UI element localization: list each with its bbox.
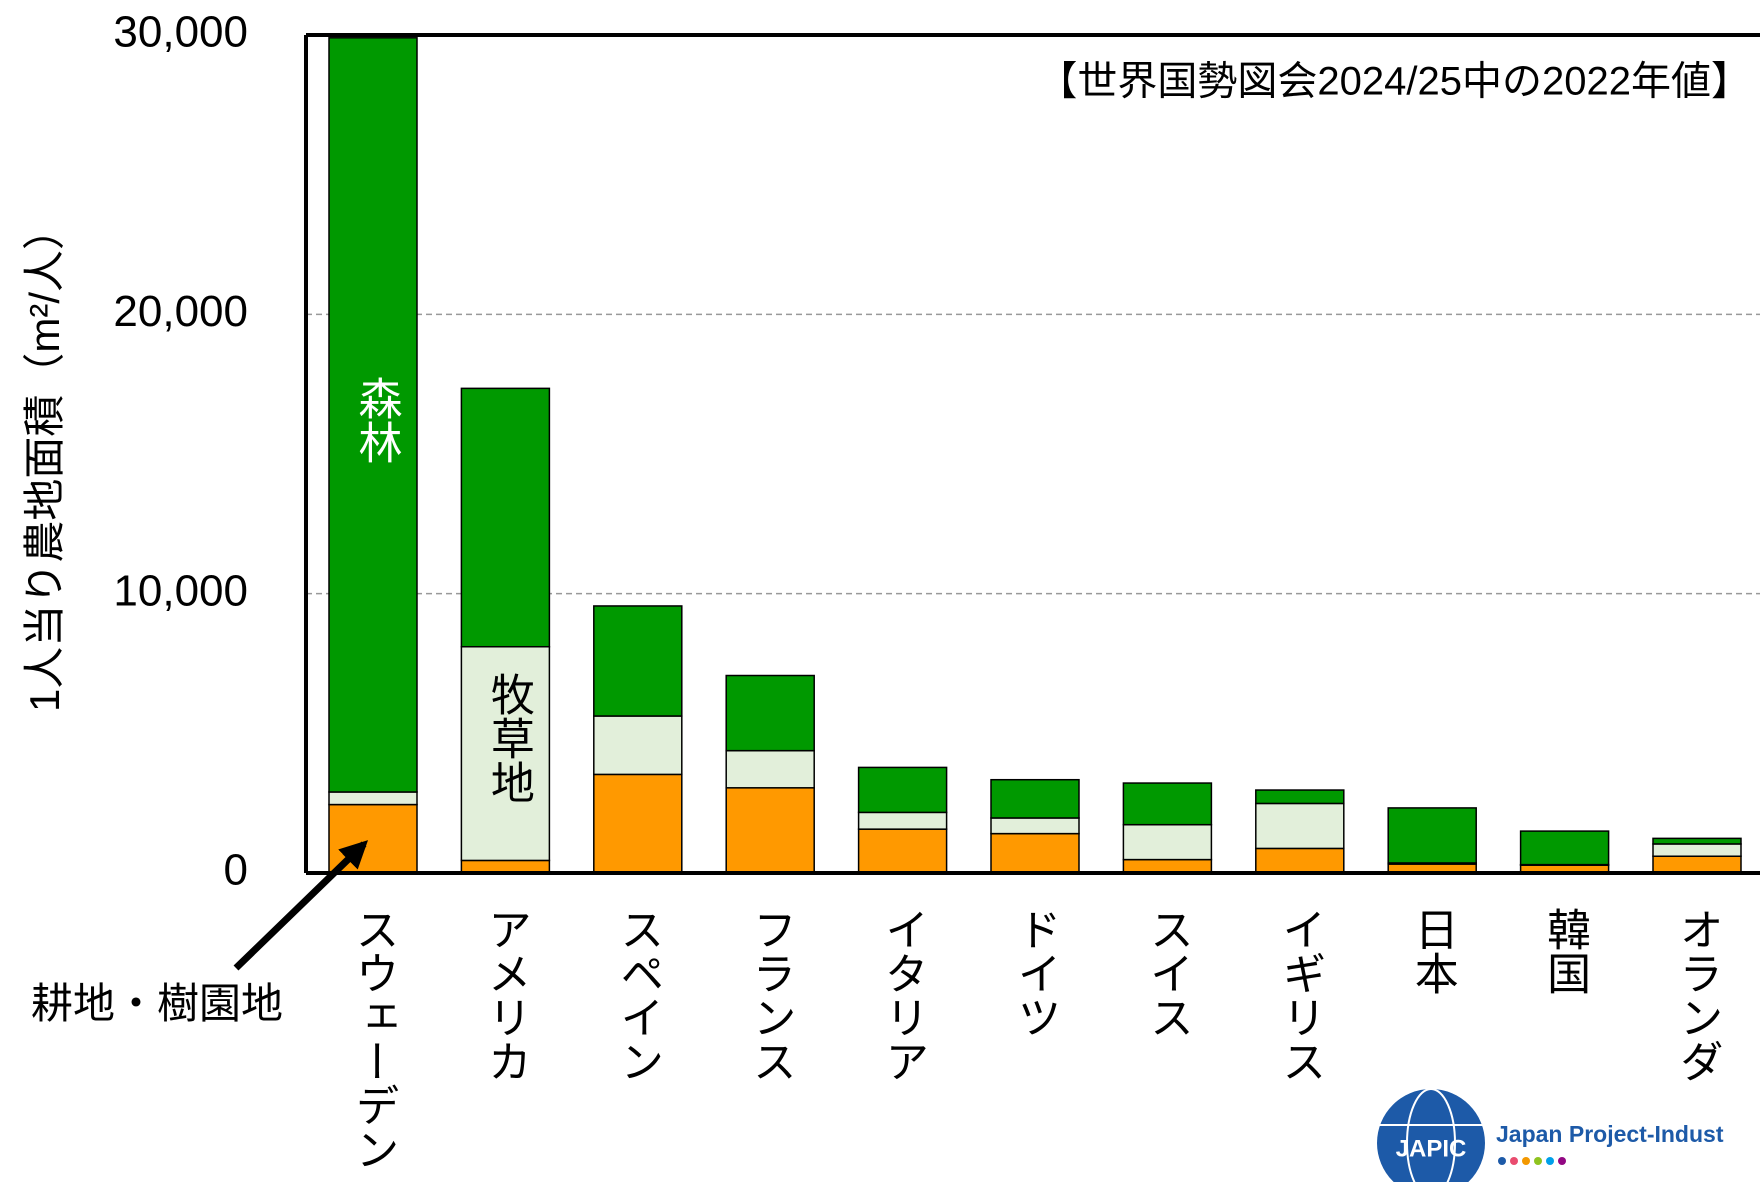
y-tick-label: 30,000 (113, 8, 248, 57)
logo: JAPIC Japan Project-Indust (1377, 1088, 1724, 1182)
y-tick-label: 20,000 (113, 287, 248, 336)
series-label: 牧草地 (484, 672, 534, 804)
x-tick-label: オランダ (1673, 907, 1722, 1083)
bar-segment (857, 828, 948, 874)
bar-segment (725, 749, 815, 789)
arrow (233, 840, 369, 971)
x-tick-label: イギリス (1275, 907, 1324, 1083)
bar-segment (1122, 823, 1213, 861)
annotation: 【世界国勢図会2024/25中の2022年値】 (1037, 60, 1751, 104)
bar-segment (990, 817, 1080, 835)
x-tick-label: アメリカ (481, 907, 530, 1083)
bar-segment (593, 773, 683, 874)
bar-segment (1652, 855, 1742, 874)
x-tick-label: スペイン (613, 907, 662, 1083)
bar-segment (328, 791, 418, 806)
bar-segment (990, 832, 1080, 874)
logo-dot (1558, 1157, 1566, 1165)
y-tick-label: 0 (224, 846, 248, 895)
bar-segment (328, 37, 418, 793)
x-tick-label: 日本 (1408, 907, 1458, 995)
series-label: 森林 (352, 376, 402, 464)
series-label: 耕地・樹園地 (31, 980, 283, 1027)
logo-globe (1377, 1089, 1485, 1182)
bar-segment (593, 715, 683, 776)
logo-dot (1522, 1157, 1530, 1165)
bar-segment (1122, 858, 1213, 874)
bar-segment (1652, 837, 1742, 845)
bar-segment (1122, 782, 1213, 826)
bar-segment (725, 787, 815, 874)
x-tick-label: スウェーデン (349, 907, 398, 1171)
bar-segment (460, 387, 551, 648)
x-tick-label: フランス (746, 907, 795, 1083)
bar-segment (1387, 807, 1477, 864)
bar-segment (1519, 830, 1610, 866)
bar-segment (1255, 789, 1345, 805)
logo-dot (1498, 1157, 1506, 1165)
bar-segment (1255, 847, 1345, 874)
y-axis-label: 1人当り農地面積（m²/人） (21, 208, 68, 712)
x-tick-label: 韓国 (1540, 907, 1590, 995)
bar-segment (857, 811, 948, 830)
logo-dot (1534, 1157, 1542, 1165)
bar-segment (460, 645, 551, 862)
bar-segment (725, 674, 815, 752)
logo-dot (1510, 1157, 1518, 1165)
plot-area: 0 10,000 20,000 30,000 スウェーデン アメリカ スペイン フランス イタリ… (31, 8, 1760, 1171)
logo-meridian (1406, 1088, 1456, 1182)
x-tick-label: スイス (1143, 907, 1192, 1039)
logo-text: Japan Project-Indust (1496, 1121, 1724, 1147)
x-tick-label: ドイツ (1011, 907, 1060, 1039)
x-tick-label: イタリア (878, 907, 927, 1083)
bar-segment (857, 766, 948, 814)
y-tick-label: 10,000 (113, 566, 248, 615)
bar-segment (1652, 843, 1742, 857)
logo-dot (1546, 1157, 1554, 1165)
bar-segment (990, 778, 1080, 819)
logo-mark: JAPIC (1396, 1135, 1467, 1162)
bar-segment (1255, 802, 1345, 850)
bar-segment (593, 605, 683, 717)
